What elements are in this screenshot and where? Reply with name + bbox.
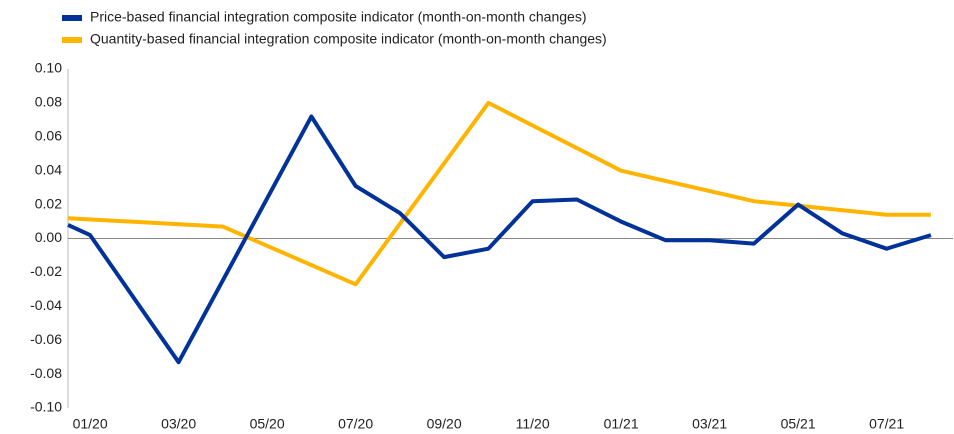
series-line bbox=[67, 114, 932, 365]
y-tick-label: -0.10 bbox=[30, 399, 62, 415]
x-tick-label: 01/21 bbox=[604, 416, 639, 432]
legend-swatch bbox=[62, 37, 82, 43]
y-tick-label: 0.02 bbox=[35, 195, 62, 211]
legend-label: Price-based financial integration compos… bbox=[90, 9, 586, 25]
series-line bbox=[67, 100, 931, 287]
y-tick-label: -0.06 bbox=[30, 331, 62, 347]
y-tick-label: 0.10 bbox=[35, 60, 62, 76]
x-tick-label: 09/20 bbox=[427, 416, 462, 432]
x-tick-label: 05/20 bbox=[250, 416, 285, 432]
y-tick-label: 0.08 bbox=[35, 94, 62, 110]
legend-swatch bbox=[62, 15, 82, 21]
x-tick-label: 11/20 bbox=[516, 416, 550, 432]
y-tick-label: 0.06 bbox=[35, 128, 62, 144]
y-tick-label: -0.08 bbox=[30, 365, 62, 381]
x-tick-label: 07/20 bbox=[338, 416, 373, 432]
y-tick-label: -0.02 bbox=[30, 263, 62, 279]
y-tick-label: -0.04 bbox=[30, 297, 62, 313]
x-tick-label: 01/20 bbox=[73, 416, 108, 432]
x-tick-label: 03/21 bbox=[692, 416, 727, 432]
x-tick-label: 05/21 bbox=[781, 416, 816, 432]
x-tick-label: 03/20 bbox=[161, 416, 196, 432]
x-tick-label: 07/21 bbox=[869, 416, 904, 432]
legend-label: Quantity-based financial integration com… bbox=[90, 31, 607, 47]
y-tick-label: 0.00 bbox=[35, 229, 62, 245]
y-tick-label: 0.04 bbox=[35, 161, 62, 177]
